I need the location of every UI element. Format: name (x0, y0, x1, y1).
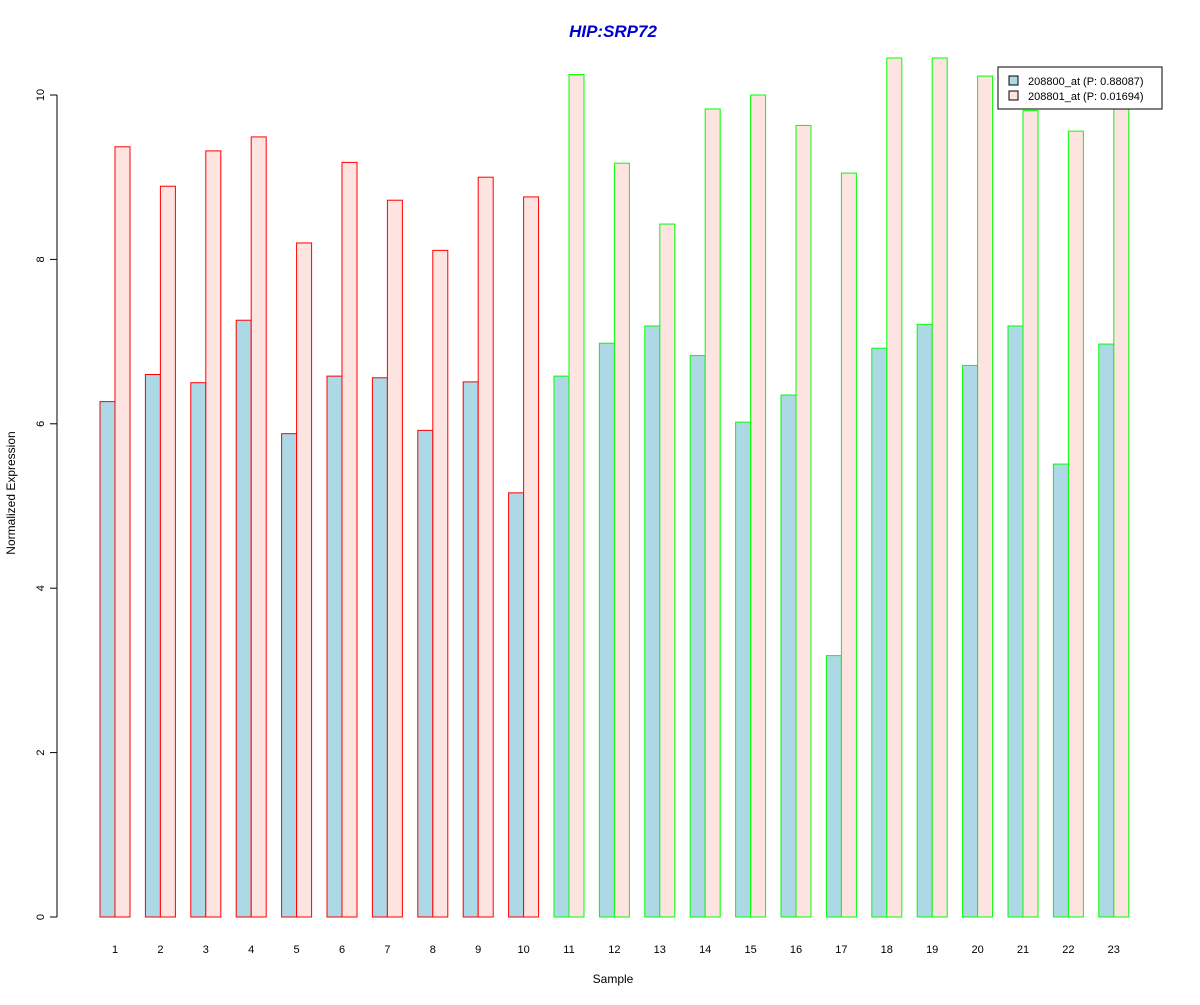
bar-208801-sample-22 (1067, 130, 1084, 918)
y-tick-label: 4 (35, 585, 47, 591)
bar-208801-sample-14 (704, 108, 721, 918)
bar-208801-sample-21 (1022, 110, 1039, 918)
x-tick-label: 9 (475, 944, 481, 956)
x-tick-label: 7 (384, 944, 390, 956)
x-tick-label: 16 (790, 944, 802, 956)
x-tick-label: 20 (971, 944, 983, 956)
bar-208800-sample-18 (871, 347, 888, 918)
bar-208800-sample-17 (825, 655, 842, 918)
bar-208800-sample-22 (1052, 463, 1069, 918)
bar-208801-sample-4 (250, 136, 267, 918)
legend-swatch-208800 (1008, 75, 1019, 86)
x-tick-label: 17 (835, 944, 847, 956)
legend: 208800_at (P: 0.88087) 208801_at (P: 0.0… (997, 66, 1163, 110)
bar-208801-sample-12 (613, 162, 630, 918)
bar-208800-sample-10 (508, 492, 525, 918)
bar-208801-sample-18 (886, 57, 903, 918)
bar-208800-sample-12 (598, 342, 615, 918)
bar-208801-sample-7 (386, 199, 403, 918)
x-tick-label: 19 (926, 944, 938, 956)
bar-208800-sample-23 (1098, 343, 1115, 918)
x-tick-label: 2 (157, 944, 163, 956)
legend-label-208800: 208800_at (P: 0.88087) (1028, 76, 1144, 88)
bar-208800-sample-7 (371, 377, 388, 918)
x-tick-label: 6 (339, 944, 345, 956)
y-tick-label: 6 (35, 421, 47, 427)
bar-208801-sample-17 (840, 172, 857, 918)
x-tick-label: 8 (430, 944, 436, 956)
x-tick-label: 3 (203, 944, 209, 956)
bar-208801-sample-11 (568, 73, 585, 918)
y-tick-label: 0 (35, 914, 47, 920)
bar-208801-sample-8 (432, 249, 449, 918)
x-tick-label: 12 (608, 944, 620, 956)
y-axis-label: Normalized Expression (4, 431, 18, 554)
bar-208801-sample-1 (114, 146, 131, 918)
x-tick-label: 1 (112, 944, 118, 956)
bar-208800-sample-21 (1007, 325, 1024, 918)
x-axis-label: Sample (593, 972, 634, 986)
bar-208801-sample-3 (205, 150, 222, 918)
bar-208800-sample-16 (780, 394, 797, 918)
bar-series-group (99, 57, 1130, 918)
y-axis: 0 2 4 6 8 10 (35, 89, 58, 920)
x-tick-label: 15 (744, 944, 756, 956)
bar-208800-sample-11 (553, 375, 570, 918)
x-tick-label: 13 (654, 944, 666, 956)
bar-208800-sample-6 (326, 375, 343, 918)
bar-208801-sample-5 (296, 242, 313, 918)
x-tick-label: 22 (1062, 944, 1074, 956)
legend-swatch-208801 (1008, 90, 1019, 101)
x-tick-label: 10 (517, 944, 529, 956)
bar-208800-sample-20 (962, 364, 979, 918)
bar-208801-sample-13 (659, 223, 676, 918)
bar-208801-sample-2 (159, 185, 176, 918)
bar-208800-sample-2 (144, 373, 161, 918)
x-tick-label: 4 (248, 944, 254, 956)
legend-box (997, 66, 1163, 110)
x-tick-label: 5 (294, 944, 300, 956)
x-tick-label: 11 (563, 944, 574, 956)
x-tick-labels: 1 2 3 4 5 6 7 8 9 10 11 12 13 14 15 16 17 18 19 20 21 22 23 (112, 944, 1120, 956)
bar-208801-sample-23 (1113, 91, 1130, 918)
bar-208801-sample-20 (977, 75, 994, 918)
bar-208800-sample-14 (689, 355, 706, 918)
bar-208801-sample-19 (931, 57, 948, 918)
legend-label-208801: 208801_at (P: 0.01694) (1028, 91, 1144, 103)
bar-208801-sample-10 (523, 196, 540, 918)
chart-title: HIP:SRP72 (569, 22, 657, 41)
bar-208800-sample-5 (281, 433, 298, 918)
bar-208800-sample-1 (99, 401, 116, 918)
bar-208800-sample-4 (235, 319, 252, 918)
y-tick-label: 2 (35, 750, 47, 756)
y-tick-label: 8 (35, 256, 47, 262)
bar-208800-sample-15 (735, 421, 752, 918)
bar-208800-sample-19 (916, 323, 933, 918)
x-tick-label: 23 (1108, 944, 1120, 956)
x-tick-label: 21 (1017, 944, 1029, 956)
bar-208800-sample-8 (417, 429, 434, 918)
x-tick-label: 14 (699, 944, 711, 956)
bar-208801-sample-15 (750, 94, 767, 918)
bar-208801-sample-16 (795, 124, 812, 918)
y-tick-label: 10 (35, 89, 47, 101)
bar-208801-sample-9 (477, 176, 494, 918)
bar-208800-sample-9 (462, 381, 479, 918)
x-tick-label: 18 (881, 944, 893, 956)
bar-208800-sample-13 (644, 325, 661, 918)
bar-208801-sample-6 (341, 161, 358, 918)
bar-208800-sample-3 (190, 382, 207, 918)
